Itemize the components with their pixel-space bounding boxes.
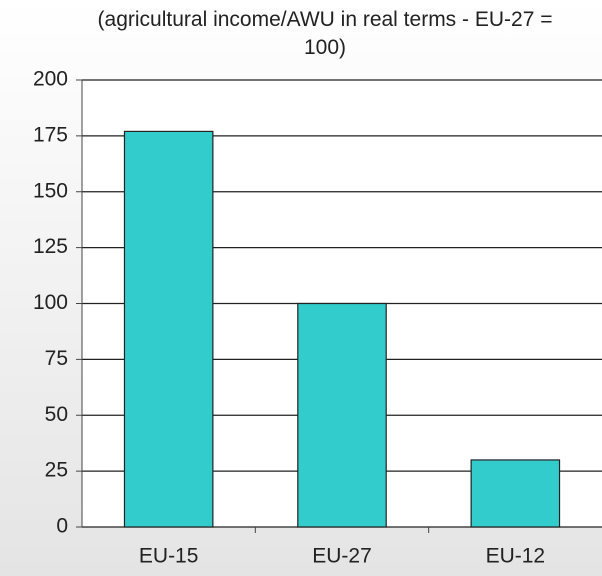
y-tick-label: 150 — [33, 179, 68, 202]
y-tick-label: 125 — [33, 235, 68, 258]
x-tick-label: EU-15 — [139, 545, 199, 568]
y-tick-label: 0 — [56, 515, 68, 538]
bar — [123, 130, 214, 528]
y-tick-label: 175 — [33, 123, 68, 146]
chart-title: (agricultural income/AWU in real terms -… — [97, 8, 553, 59]
y-tick-label: 50 — [45, 403, 68, 426]
x-tick-label: EU-12 — [486, 545, 546, 568]
y-tick-label: 100 — [33, 291, 68, 314]
bar — [470, 459, 561, 528]
x-tick-label: EU-27 — [312, 545, 372, 568]
bar — [297, 302, 387, 528]
y-tick-label: 75 — [45, 347, 68, 370]
y-tick-label: 25 — [45, 459, 68, 482]
y-tick-label: 200 — [33, 68, 68, 91]
